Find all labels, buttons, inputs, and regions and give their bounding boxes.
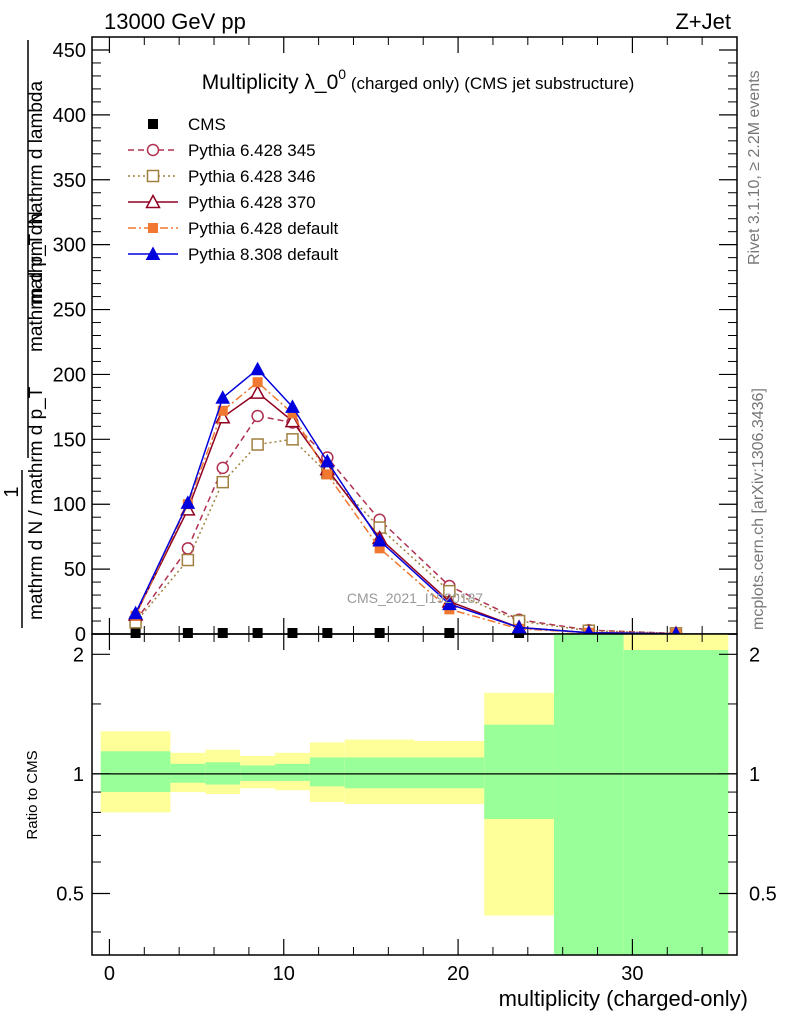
x-tick-label: 0: [104, 963, 115, 985]
main-y-axis-label: 1 mathrm dN mathrm d N / mathrm d p_T ma…: [1, 40, 47, 628]
stat-uncertainty-band-4: [275, 763, 310, 781]
ratio-plot-frame: [91, 633, 738, 956]
main-y-tick-label: 0: [75, 624, 86, 646]
mcplots-label: mcplots.cern.ch [arXiv:1306.3436]: [750, 388, 767, 630]
legend-label-pythia-6-428-346: Pythia 6.428 346: [188, 167, 316, 186]
legend-marker-pythia-6-428-default: [148, 223, 158, 233]
legend-label-cms: CMS: [188, 115, 226, 134]
data-point-pythia-6-428-345: [251, 409, 264, 423]
main-y-tick-label: 200: [53, 364, 86, 386]
main-y-tick-label: 300: [53, 235, 86, 257]
legend-marker-pythia-6-428-346: [146, 169, 160, 183]
stat-uncertainty-band-10: [623, 650, 729, 955]
data-point-pythia-6-428-default: [252, 377, 263, 388]
data-point-pythia-8-308-default: [128, 605, 143, 620]
main-y-tick-label: 150: [53, 429, 86, 451]
x-tick-label: 20: [447, 963, 469, 985]
main-plot: 0 50 100 150 200 250 300 350 400 450: [53, 36, 738, 646]
stat-uncertainty-band-7: [414, 757, 485, 789]
legend-label-pythia-6-428-default: Pythia 6.428 default: [188, 219, 339, 238]
legend-label-pythia-6-428-345: Pythia 6.428 345: [188, 141, 316, 160]
stat-uncertainty-band-9: [553, 634, 624, 955]
x-axis-label: multiplicity (charged-only): [499, 986, 748, 1011]
x-tick-label: 10: [273, 963, 295, 985]
ylabel-numerator: mathrm dN: [26, 211, 47, 305]
legend-marker-pythia-8-308-default: [145, 246, 161, 260]
data-point-pythia-6-428-370: [284, 413, 301, 428]
data-point-cms: [374, 628, 385, 638]
main-y-tick-label: 250: [53, 300, 86, 322]
stat-uncertainty-band-5: [309, 757, 345, 787]
stat-uncertainty-band-1: [170, 763, 206, 783]
ylabel-denominator: mathrm d N / mathrm d p_T: [26, 386, 47, 620]
ratio-y-tick-label-left: 0.5: [56, 883, 84, 905]
data-point-pythia-6-428-370: [249, 384, 266, 399]
data-point-pythia-6-428-346: [181, 553, 195, 567]
ratio-y-label: Ratio to CMS: [24, 750, 41, 839]
data-point-cms: [252, 628, 263, 638]
data-point-cms: [130, 628, 141, 638]
x-tick-label: 30: [621, 963, 643, 985]
ylabel-denominator-2: mathrm d p_T mathrm d lambda: [26, 81, 47, 352]
ratio-y-tick-label-left: 2: [73, 644, 84, 666]
plot-title: Multiplicity λ_00 (charged only) (CMS je…: [202, 66, 635, 94]
legend-marker-cms: [148, 119, 158, 129]
main-y-tick-label: 400: [53, 105, 86, 127]
data-point-pythia-6-428-345: [216, 461, 229, 475]
data-point-pythia-8-308-default: [372, 533, 387, 547]
main-y-tick-label: 450: [53, 40, 86, 62]
legend-label-pythia-8-308-default: Pythia 8.308 default: [188, 245, 339, 264]
ratio-y-tick-label-right: 0.5: [749, 883, 777, 905]
data-point-pythia-6-428-346: [216, 475, 229, 489]
ratio-plot: 0 10 20 30 0.5 0.5 1 1 2 2: [56, 633, 777, 985]
data-point-pythia-6-428-default: [322, 469, 333, 480]
main-y-tick-label: 50: [64, 559, 86, 581]
rivet-label: Rivet 3.1.10, ≥ 2.2M events: [746, 70, 763, 265]
legend-marker-pythia-6-428-370: [145, 193, 161, 209]
stat-uncertainty-band-8: [484, 724, 554, 819]
ratio-y-tick-label-left: 1: [73, 764, 84, 786]
data-point-cms: [217, 628, 228, 638]
main-y-tick-label: 100: [53, 494, 86, 516]
data-point-pythia-8-308-default: [215, 390, 231, 404]
energy-label: 13000 GeV pp: [104, 9, 246, 34]
data-point-pythia-8-308-default: [442, 596, 457, 611]
data-point-cms: [182, 628, 193, 638]
data-point-pythia-8-308-default: [250, 361, 265, 376]
main-y-tick-label: 350: [53, 170, 86, 192]
data-point-pythia-8-308-default: [511, 619, 527, 634]
legend-label-pythia-6-428-370: Pythia 6.428 370: [188, 193, 316, 212]
stat-uncertainty-band-6: [344, 757, 415, 789]
stat-uncertainty-band-0: [100, 751, 171, 793]
data-point-pythia-8-308-default: [180, 495, 196, 509]
data-point-pythia-8-308-default: [285, 399, 300, 413]
data-point-cms: [444, 628, 455, 638]
analysis-watermark: CMS_2021_I1920187: [347, 590, 483, 606]
process-label: Z+Jet: [675, 9, 731, 34]
data-point-pythia-6-428-346: [286, 433, 299, 446]
stat-uncertainty-band-3: [240, 765, 276, 781]
legend-marker-pythia-6-428-345: [146, 143, 160, 157]
data-point-pythia-6-428-346: [251, 438, 264, 451]
legend: CMS Pythia 6.428 345 Pythia 6.428 346 Pythi…: [128, 115, 339, 264]
ratio-y-tick-label-right: 2: [749, 644, 760, 666]
data-point-pythia-8-308-default: [319, 453, 335, 468]
ylabel-one: 1: [1, 486, 23, 497]
data-point-cms: [287, 628, 298, 638]
data-point-cms: [322, 628, 333, 638]
ratio-y-tick-label-right: 1: [749, 764, 760, 786]
